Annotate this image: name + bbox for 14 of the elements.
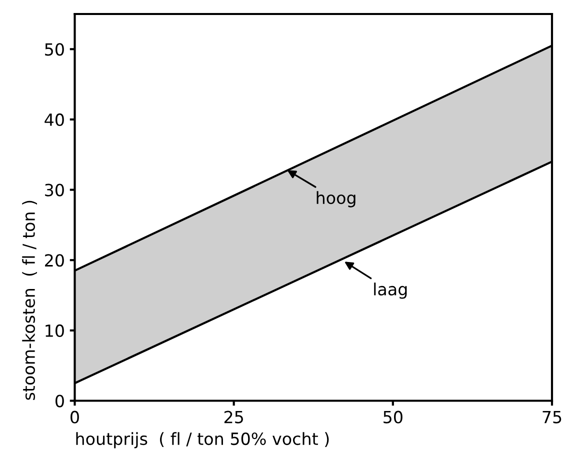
y-axis-title: stoom-kosten ( fl / ton )	[22, 200, 37, 400]
x-axis-title: houtprijs ( fl / ton 50% vocht )	[76, 432, 329, 448]
y-tick-label: 10	[46, 324, 64, 338]
x-tick-label: 0	[70, 410, 79, 424]
x-tick-label: 25	[224, 410, 243, 424]
annotation: hoog	[316, 191, 356, 208]
x-tick-label: 75	[542, 410, 562, 424]
y-tick-label: 40	[44, 113, 64, 126]
y-tick-label: 50	[45, 43, 64, 56]
y-tick-label: 20	[45, 254, 64, 267]
y-tick-label: 30	[45, 184, 64, 196]
y-tick-label: 0	[56, 394, 64, 408]
x-tick-label: 50	[384, 410, 402, 424]
annotation: laag	[374, 282, 407, 299]
